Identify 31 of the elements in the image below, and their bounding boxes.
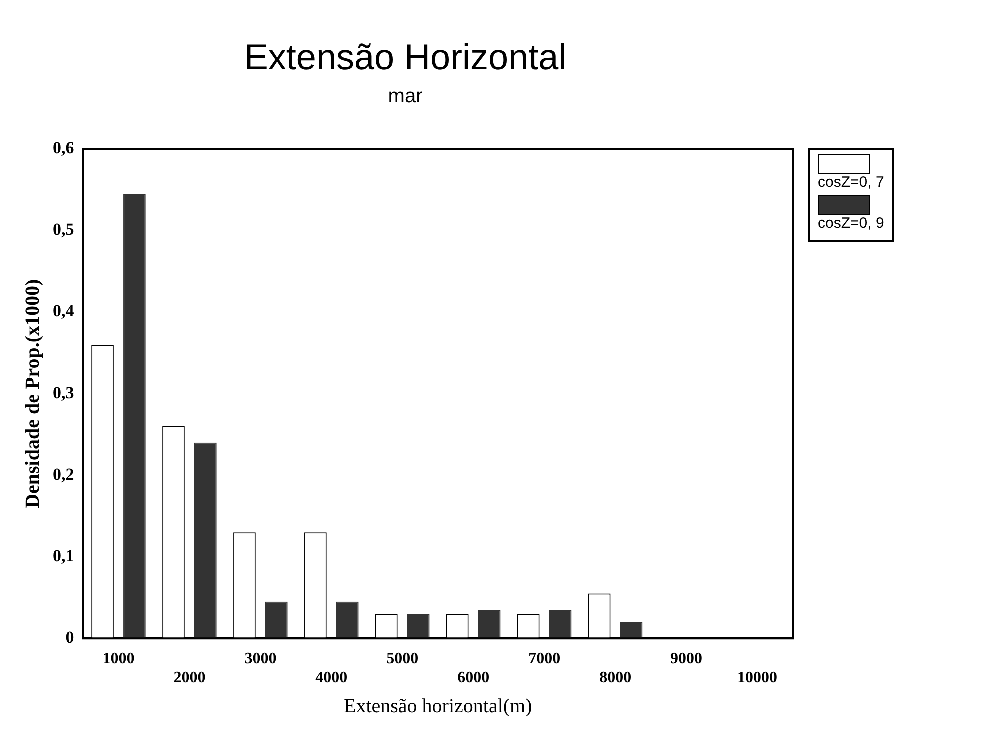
x-tick-label: 5000 [386,650,419,668]
y-tick-label: 0,4 [53,302,75,321]
bar [194,442,217,639]
bar [549,610,572,639]
x-tick-label: 2000 [174,670,206,687]
y-tick-label: 0,1 [53,546,74,566]
x-tick-label: 9000 [670,650,703,668]
bar [336,602,359,639]
bar [265,602,288,639]
bar [478,610,501,639]
chart-subtitle: mar [388,86,424,108]
y-tick-label: 0,3 [53,383,74,402]
y-tick-label: 0 [66,628,74,647]
y-axis-title: Densidade de Prop.(x1000) [22,279,44,508]
x-tick-label: 6000 [458,670,490,687]
x-tick-label: 7000 [528,650,561,668]
bar [124,194,146,639]
text: cosZ=0, 7 [818,174,884,191]
y-tick-label: 0,2 [53,464,74,484]
x-tick-label: 3000 [244,650,277,668]
y-tick-label: 0,6 [53,138,74,158]
legend-label: cosZ=0, 9 [818,215,884,232]
x-tick-label: 10000 [738,670,778,687]
bar [407,614,430,639]
x-axis-title: Extensão horizontal(m) [344,695,532,718]
x-tick-label: 1000 [102,650,135,668]
bar [620,622,643,639]
y-tick-label: 0,5 [53,220,74,240]
x-tick-label: 4000 [316,670,348,687]
chart-title: Extensão Horizontal [244,36,567,78]
x-tick-label: 8000 [600,670,632,687]
